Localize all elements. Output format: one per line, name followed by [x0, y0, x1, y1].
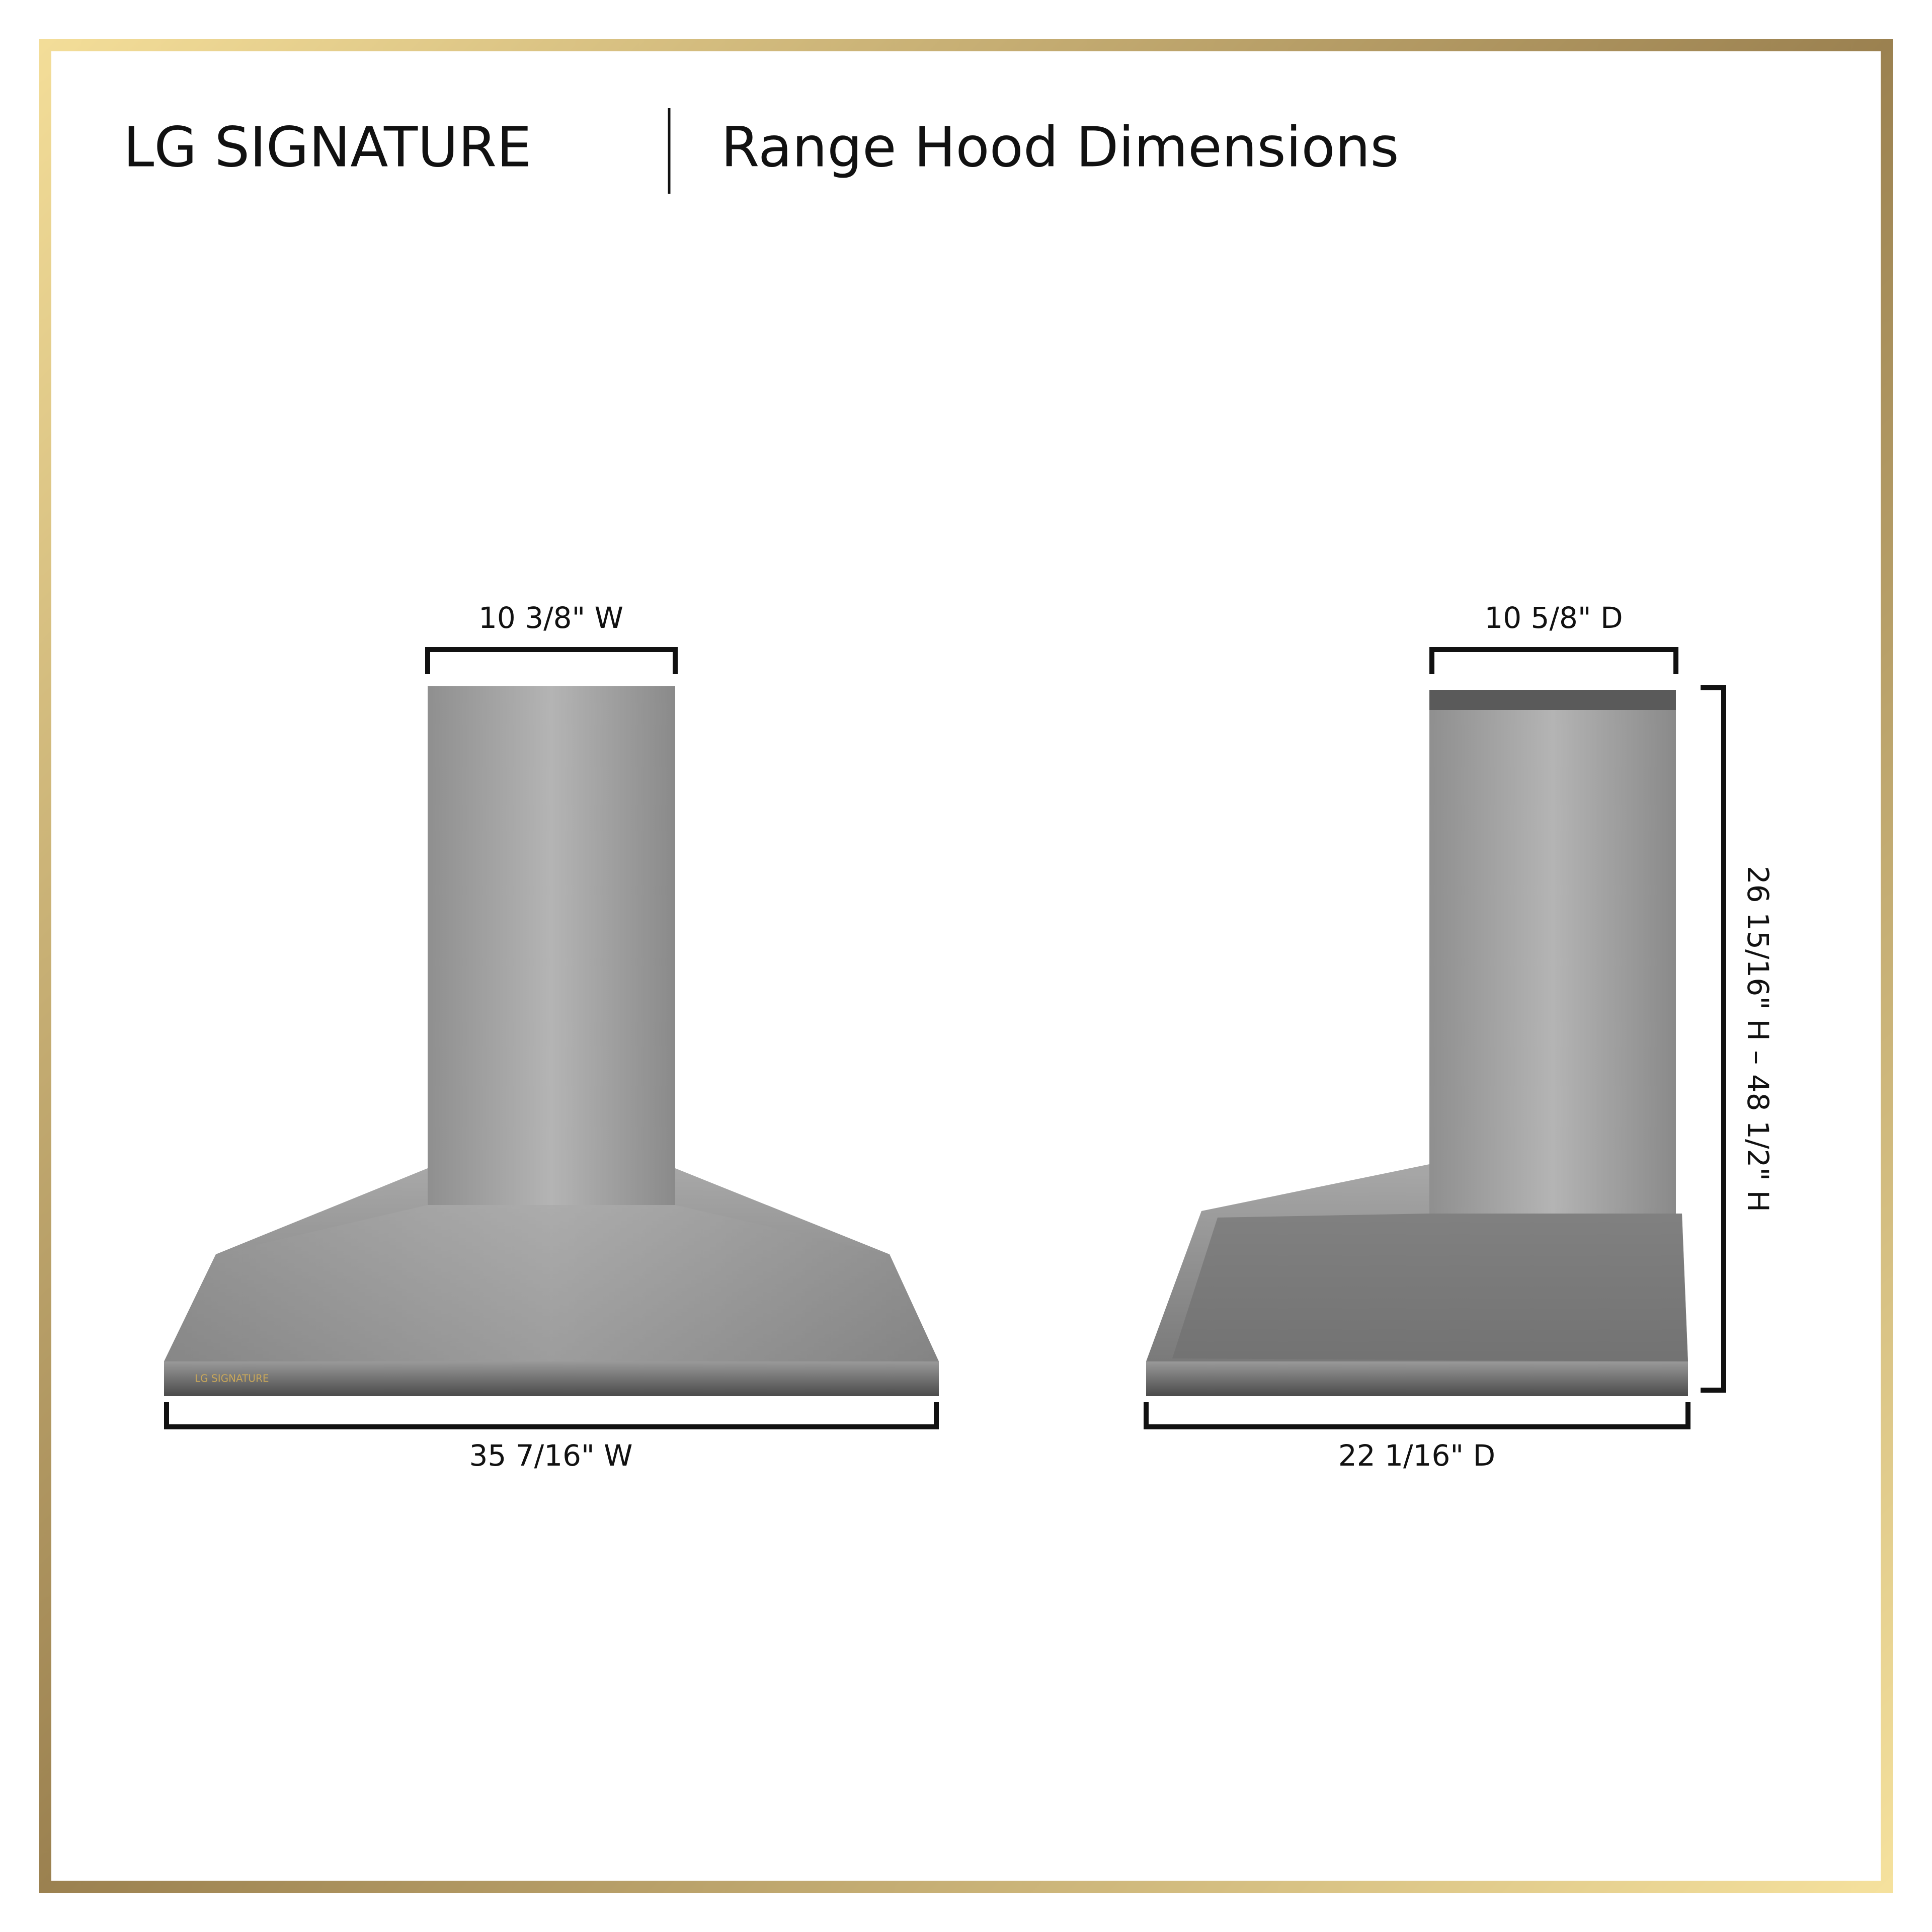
gold-frame	[39, 39, 1893, 1893]
brand: LG SIGNATURE	[123, 115, 532, 179]
side-hood	[1146, 690, 1688, 1396]
front-hood: LG SIGNATURE	[164, 686, 939, 1396]
bracket	[164, 1402, 939, 1429]
dimension-label: 35 7/16" W	[469, 1438, 633, 1473]
panel-logo: LG SIGNATURE	[195, 1373, 269, 1385]
title: Range Hood Dimensions	[721, 115, 1399, 179]
dimension-label: 22 1/16" D	[1338, 1438, 1495, 1473]
dimension-label: 26 15/16" H – 48 1/2" H	[1741, 866, 1775, 1212]
bracket	[1701, 685, 1726, 1393]
bracket	[1144, 1402, 1691, 1429]
bracket	[425, 647, 678, 674]
dimension-label: 10 3/8" W	[478, 601, 623, 635]
dimension-label: 10 5/8" D	[1484, 601, 1623, 635]
bracket	[1429, 647, 1678, 674]
